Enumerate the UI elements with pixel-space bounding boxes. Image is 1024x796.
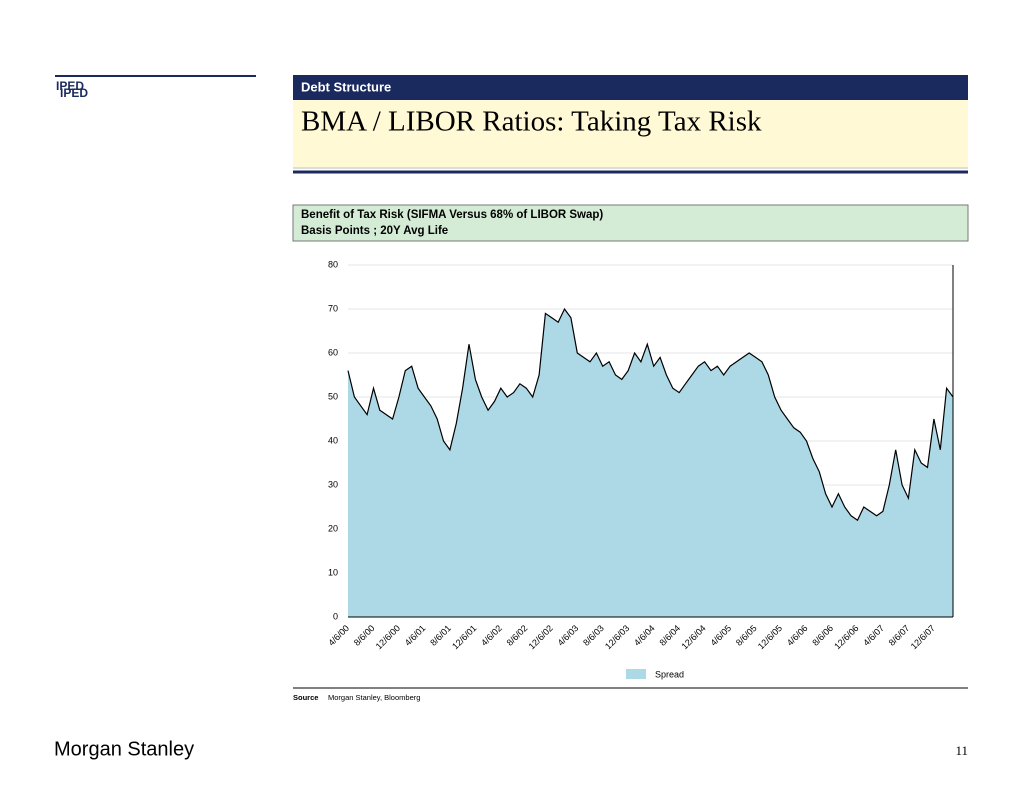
source-text: Morgan Stanley, Bloomberg <box>328 693 420 702</box>
section-bar <box>293 75 968 100</box>
y-tick-label: 20 <box>328 523 338 533</box>
logo: IPED <box>56 79 84 93</box>
slide-title: BMA / LIBOR Ratios: Taking Tax Risk <box>301 106 762 138</box>
chart-header <box>292 204 969 242</box>
y-tick-label: 60 <box>328 347 338 357</box>
y-tick-label: 30 <box>328 479 338 489</box>
legend-swatch <box>626 669 646 679</box>
legend-label: Spread <box>655 669 684 679</box>
chart-title: Benefit of Tax Risk (SIFMA Versus 68% of… <box>301 209 603 221</box>
brand: Morgan Stanley <box>54 738 194 760</box>
title-band <box>293 100 968 167</box>
page-number: 11 <box>955 743 968 758</box>
y-tick-label: 10 <box>328 567 338 577</box>
y-tick-label: 0 <box>333 611 338 621</box>
line <box>347 307 954 522</box>
area <box>348 309 953 617</box>
y-tick-label: 40 <box>328 435 338 445</box>
y-tick-label: 80 <box>328 259 338 269</box>
source-label: Source <box>293 693 318 702</box>
chart-subtitle: Basis Points ; 20Y Avg Life <box>301 225 448 237</box>
section-label: Debt Structure <box>301 79 391 94</box>
y-tick-label: 70 <box>328 303 338 313</box>
y-tick-label: 50 <box>328 391 338 401</box>
logo-shadow: IPED <box>60 86 88 100</box>
